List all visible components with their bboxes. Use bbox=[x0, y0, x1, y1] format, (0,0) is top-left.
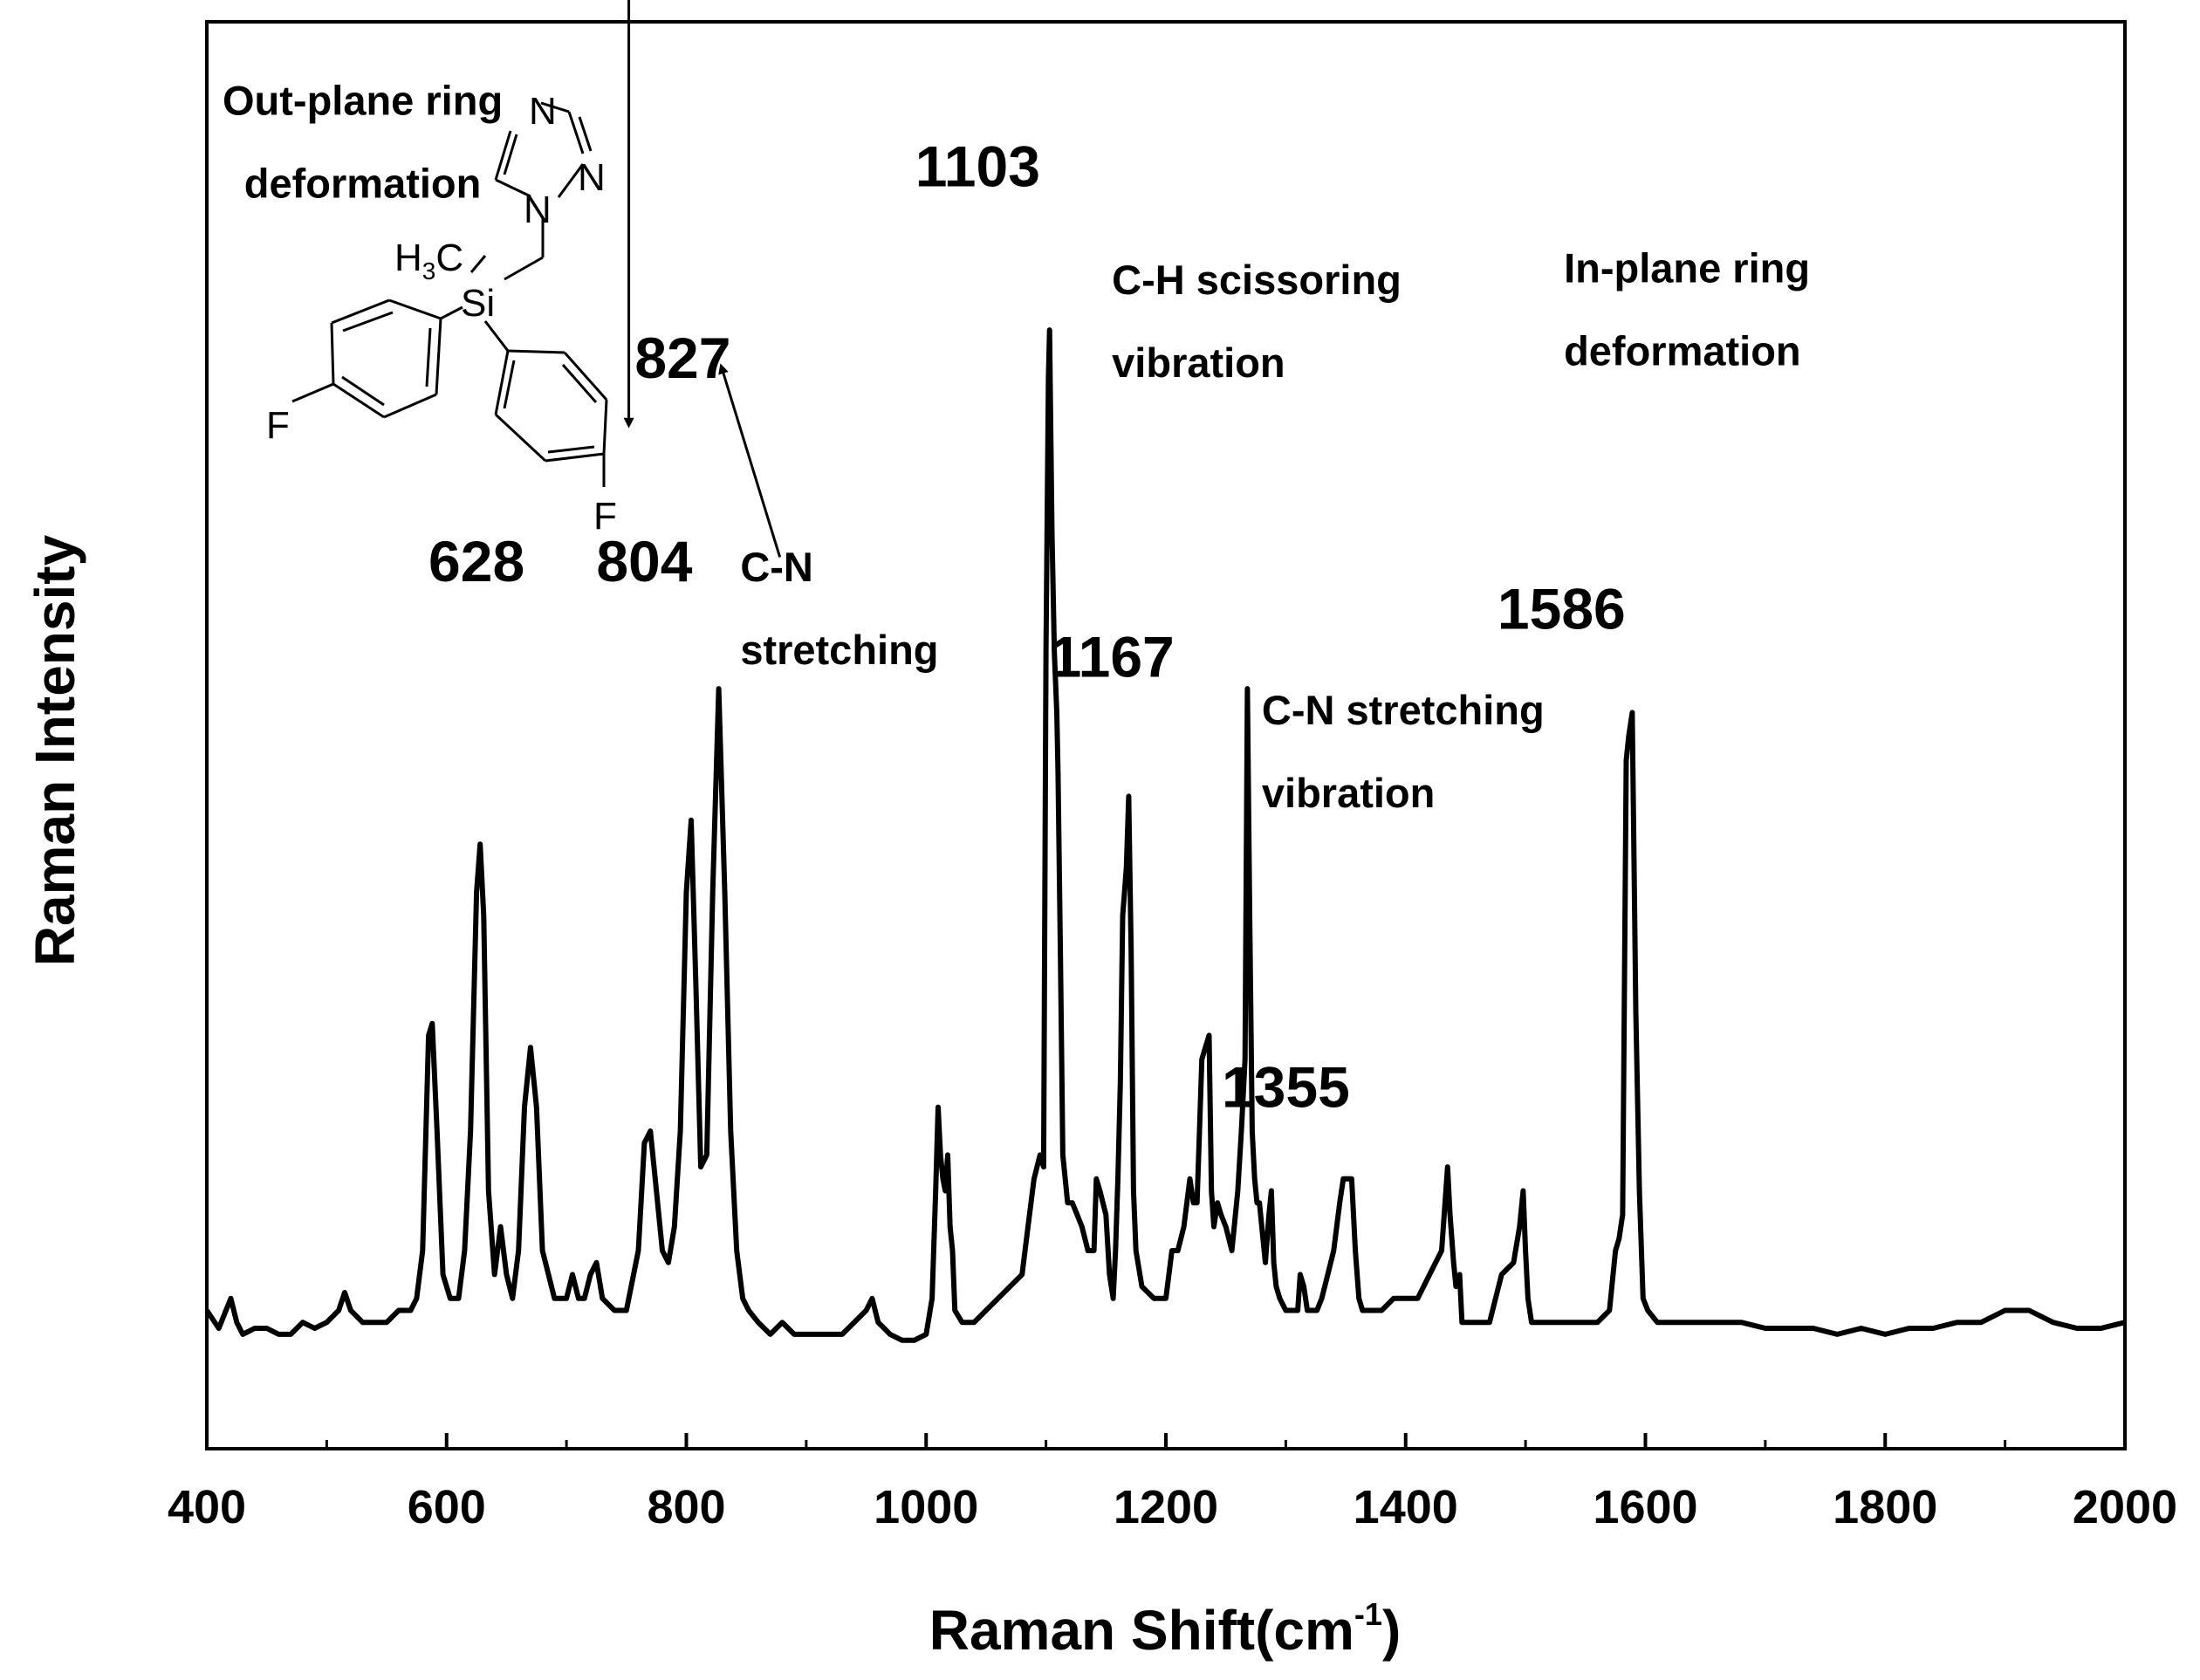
annotation-arrow bbox=[718, 363, 782, 558]
peak-label: 804 bbox=[596, 529, 692, 593]
atom-f-right: F bbox=[593, 495, 617, 538]
peak-label: 1586 bbox=[1498, 577, 1626, 641]
x-tick-label: 2000 bbox=[2073, 1481, 2177, 1533]
annotation-label: C-H scissoring vibration bbox=[1112, 257, 1402, 386]
x-axis-tick-labels: 400 600 800 1000 1200 1400 1600 1800 2000 bbox=[168, 1481, 2177, 1533]
x-tick-label: 400 bbox=[168, 1481, 246, 1533]
peak-label: 1103 bbox=[915, 134, 1040, 199]
y-axis-title: Raman Intensity bbox=[24, 534, 86, 966]
x-axis-ticks bbox=[205, 1433, 2127, 1449]
atom-n-right: N bbox=[578, 156, 606, 199]
atom-si: Si bbox=[461, 282, 495, 325]
plot-frame bbox=[205, 20, 2127, 1450]
spectrum-line bbox=[204, 327, 2126, 1343]
x-axis-title: Raman Shift(cm-1) bbox=[929, 1596, 1402, 1662]
x-tick-label: 600 bbox=[408, 1481, 486, 1533]
annotation-label: In-plane ring deformation bbox=[1564, 244, 1810, 374]
x-tick-label: 1000 bbox=[874, 1481, 978, 1533]
x-tick-label: 1200 bbox=[1114, 1481, 1218, 1533]
atom-n-ring: N bbox=[524, 189, 552, 231]
peak-label: 1355 bbox=[1222, 1055, 1350, 1120]
annotation-label: C-N stretching bbox=[740, 544, 938, 673]
atom-methyl: H3C bbox=[394, 237, 463, 285]
x-tick-label: 1600 bbox=[1593, 1481, 1697, 1533]
peak-label: 1167 bbox=[1050, 624, 1175, 689]
x-tick-label: 1800 bbox=[1833, 1481, 1937, 1533]
annotation-label: C-N stretching vibration bbox=[1262, 687, 1545, 816]
molecule-labels: N N N Si H3C F F bbox=[266, 90, 617, 538]
peak-labels: 628 804 827 1103 1167 1355 1586 bbox=[428, 134, 1626, 1120]
atom-n-top: N bbox=[529, 90, 557, 133]
annotation-arrows bbox=[623, 0, 782, 558]
x-tick-label: 800 bbox=[647, 1481, 725, 1533]
atom-f-left: F bbox=[266, 404, 290, 447]
annotation-label: Out-plane ring deformation bbox=[223, 78, 503, 207]
x-tick-label: 1400 bbox=[1354, 1481, 1458, 1533]
molecule-structure bbox=[291, 101, 608, 487]
peak-label: 628 bbox=[428, 529, 524, 593]
peak-label: 827 bbox=[634, 326, 730, 390]
